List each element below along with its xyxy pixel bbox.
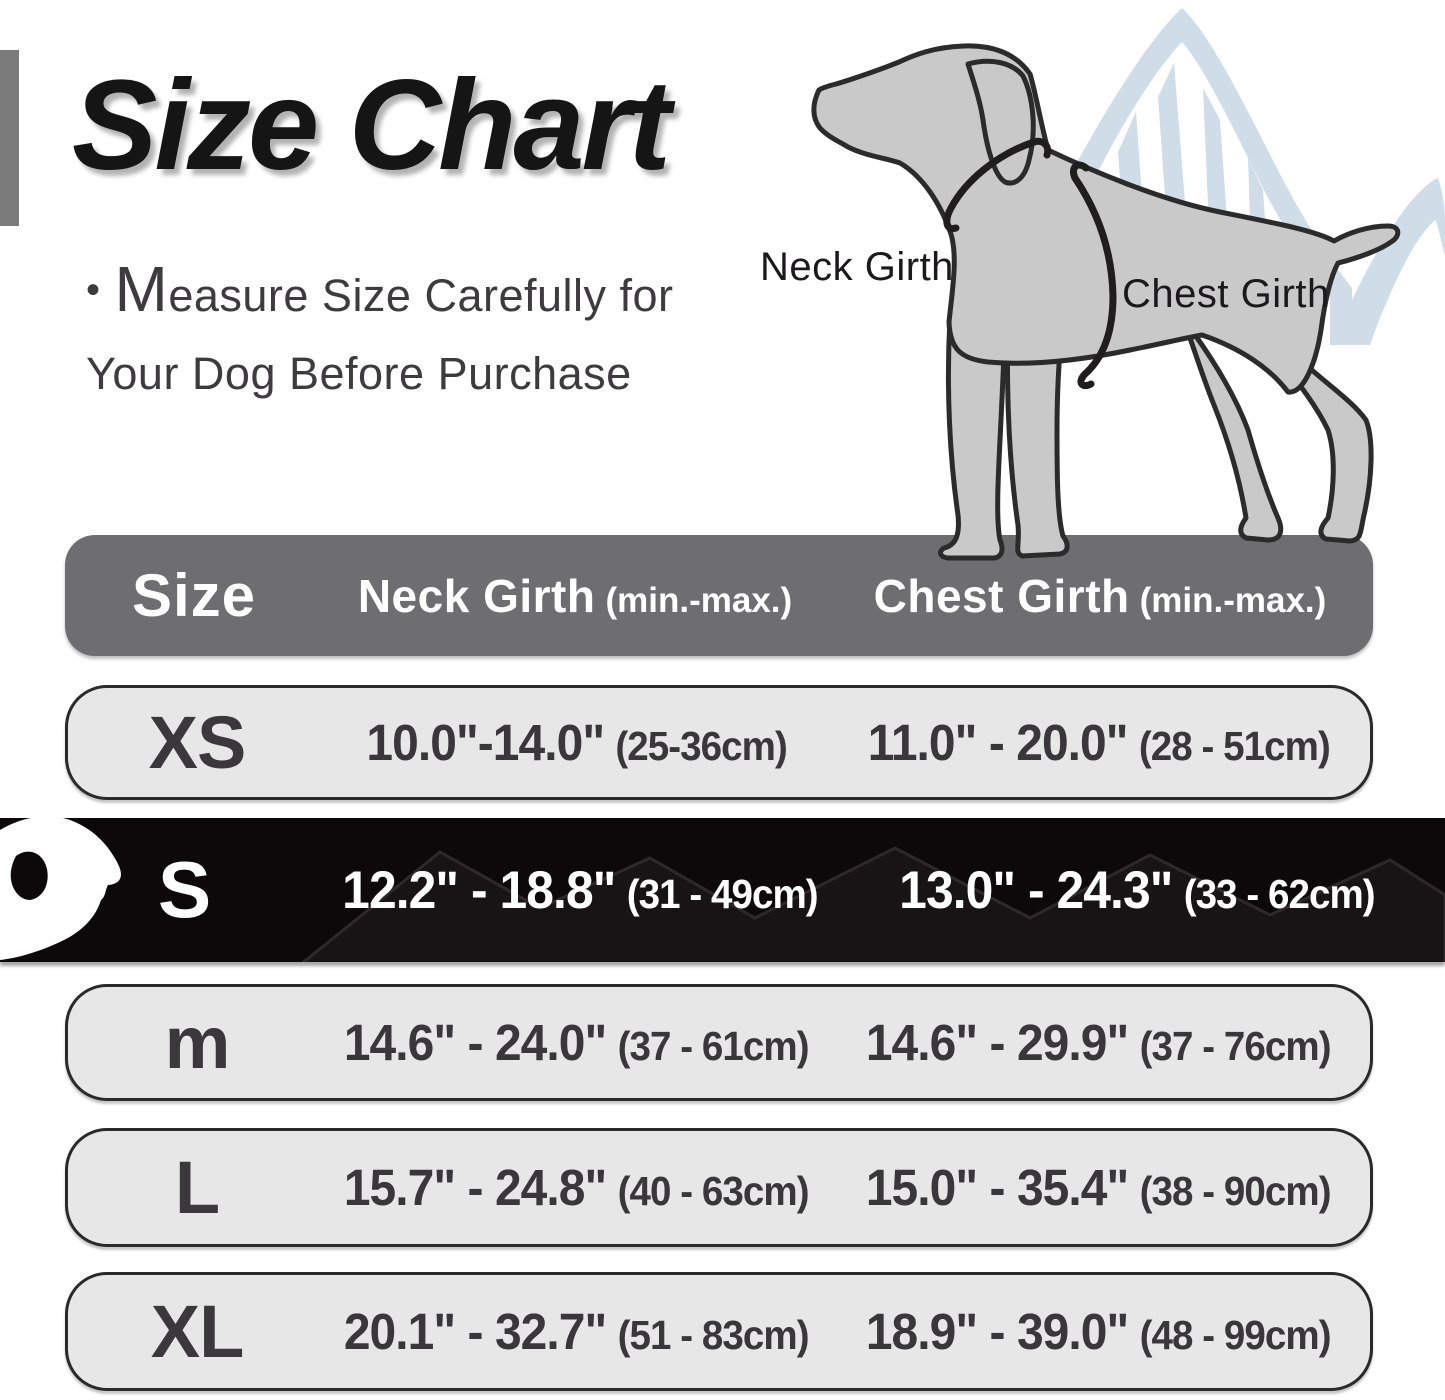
neck-girth-value: 12.2" - 18.8" bbox=[342, 860, 617, 920]
chest-girth-value: 11.0" - 20.0" bbox=[867, 714, 1128, 771]
highlight-row-decoration bbox=[0, 818, 1445, 962]
chest-header-sub: (min.-max.) bbox=[1139, 580, 1327, 620]
chest-girth-cm: (38 - 90cm) bbox=[1139, 1168, 1332, 1214]
neck-girth-cm: (31 - 49cm) bbox=[627, 870, 819, 917]
chest-girth-cm: (48 - 99cm) bbox=[1139, 1312, 1332, 1358]
table-header-row: Size Neck Girth (min.-max.) Chest Girth (m… bbox=[65, 535, 1373, 656]
chest-girth-value: 18.9" - 39.0" bbox=[866, 1303, 1129, 1360]
left-accent-bar bbox=[0, 50, 19, 226]
column-header-size: Size bbox=[131, 562, 257, 629]
chest-girth-ring bbox=[1069, 161, 1117, 390]
neck-header-sub: (min.-max.) bbox=[605, 580, 793, 620]
neck-girth-cm: (51 - 83cm) bbox=[617, 1312, 810, 1358]
note-text: easure Size Carefully for Your Dog Befor… bbox=[86, 270, 674, 400]
size-label: XS bbox=[148, 701, 247, 784]
table-row-m: m 14.6" - 24.0" (37 - 61cm) 14.6" - 29.9"… bbox=[65, 984, 1373, 1101]
neck-girth-value: 20.1" - 32.7" bbox=[344, 1303, 607, 1360]
note-lead-letter: M bbox=[114, 253, 169, 325]
neck-girth-ring bbox=[943, 137, 1052, 232]
column-header-neck: Neck Girth (min.-max.) bbox=[323, 569, 827, 623]
table-row-xs: XS 10.0"-14.0" (25-36cm) 11.0" - 20.0" (28… bbox=[65, 685, 1373, 800]
neck-girth-value: 14.6" - 24.0" bbox=[344, 1014, 607, 1071]
chest-girth-label: Chest Girth bbox=[1122, 272, 1330, 316]
chest-header-main: Chest Girth bbox=[873, 569, 1130, 622]
size-label: m bbox=[164, 1001, 231, 1084]
table-row-l: L 15.7" - 24.8" (40 - 63cm) 15.0" - 35.4"… bbox=[65, 1128, 1373, 1247]
neck-girth-value: 15.7" - 24.8" bbox=[344, 1159, 607, 1216]
size-label: XL bbox=[150, 1290, 245, 1373]
neck-girth-value: 10.0"-14.0" bbox=[366, 714, 605, 771]
neck-girth-cm: (25-36cm) bbox=[615, 723, 787, 769]
table-row-s-highlighted: S 12.2" - 18.8" (31 - 49cm) 13.0" - 24.3"… bbox=[0, 818, 1445, 962]
chest-girth-cm: (37 - 76cm) bbox=[1139, 1023, 1332, 1069]
column-header-chest: Chest Girth (min.-max.) bbox=[827, 569, 1373, 623]
white-dog-head-icon bbox=[0, 818, 121, 960]
size-label: S bbox=[157, 845, 211, 934]
neck-girth-cm: (40 - 63cm) bbox=[617, 1168, 810, 1214]
girth-rings bbox=[943, 137, 1117, 390]
page-title: Size Chart bbox=[72, 54, 671, 197]
bullet-point: • bbox=[86, 268, 101, 312]
chest-girth-value: 15.0" - 35.4" bbox=[866, 1159, 1129, 1216]
neck-girth-cm: (37 - 61cm) bbox=[617, 1023, 810, 1069]
chest-girth-cm: (28 - 51cm) bbox=[1138, 723, 1331, 769]
chest-girth-value: 14.6" - 29.9" bbox=[866, 1014, 1129, 1071]
table-row-xl: XL 20.1" - 32.7" (51 - 83cm) 18.9" - 39.0… bbox=[65, 1272, 1373, 1391]
measure-note: • Measure Size Carefully for Your Dog Bef… bbox=[86, 240, 696, 409]
dark-mountains-graphic bbox=[301, 846, 1445, 962]
chest-girth-value: 13.0" - 24.3" bbox=[899, 860, 1174, 920]
size-label: L bbox=[174, 1146, 220, 1229]
neck-girth-label: Neck Girth bbox=[760, 245, 954, 289]
neck-header-main: Neck Girth bbox=[357, 569, 596, 622]
chest-girth-cm: (33 - 62cm) bbox=[1184, 870, 1376, 917]
